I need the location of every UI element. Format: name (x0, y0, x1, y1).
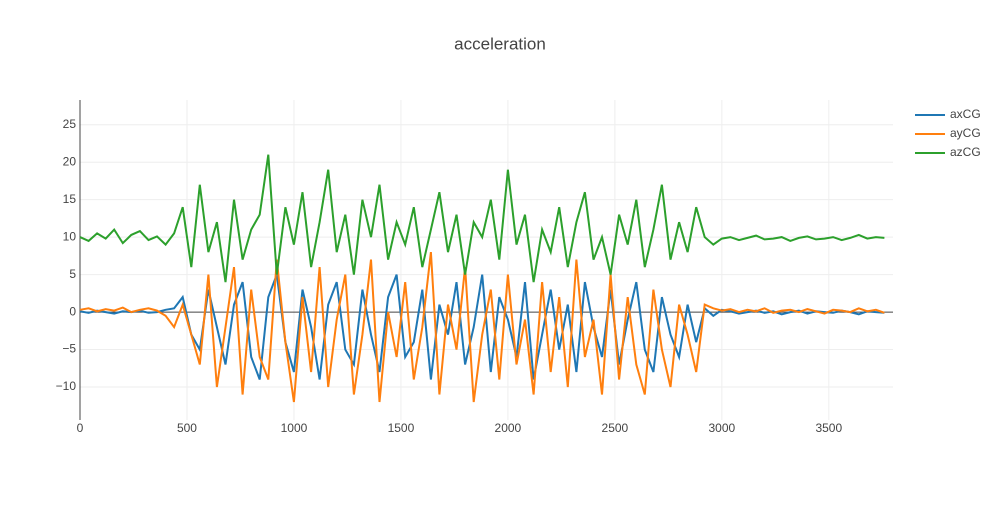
chart-title: acceleration (454, 34, 546, 53)
y-tick-label: 10 (63, 229, 77, 243)
x-tick-label: 3000 (708, 421, 735, 435)
series-line (79, 154, 885, 283)
legend-label[interactable]: ayCG (950, 126, 981, 140)
y-tick-label: 0 (69, 304, 76, 318)
x-tick-label: 3500 (815, 421, 842, 435)
y-tick-label: −10 (56, 379, 77, 393)
legend-label[interactable]: axCG (950, 107, 981, 121)
y-tick-label: 25 (63, 117, 77, 131)
y-tick-label: 20 (63, 154, 77, 168)
x-tick-label: 2500 (602, 421, 629, 435)
series-line (79, 251, 885, 403)
y-tick-label: −5 (62, 342, 76, 356)
y-tick-label: 15 (63, 192, 77, 206)
y-tick-label: 5 (69, 267, 76, 281)
x-tick-label: 500 (177, 421, 197, 435)
x-tick-label: 2000 (495, 421, 522, 435)
x-tick-label: 0 (77, 421, 84, 435)
x-tick-label: 1500 (388, 421, 415, 435)
legend-label[interactable]: azCG (950, 145, 981, 159)
series-line (79, 274, 885, 380)
x-tick-label: 1000 (281, 421, 308, 435)
